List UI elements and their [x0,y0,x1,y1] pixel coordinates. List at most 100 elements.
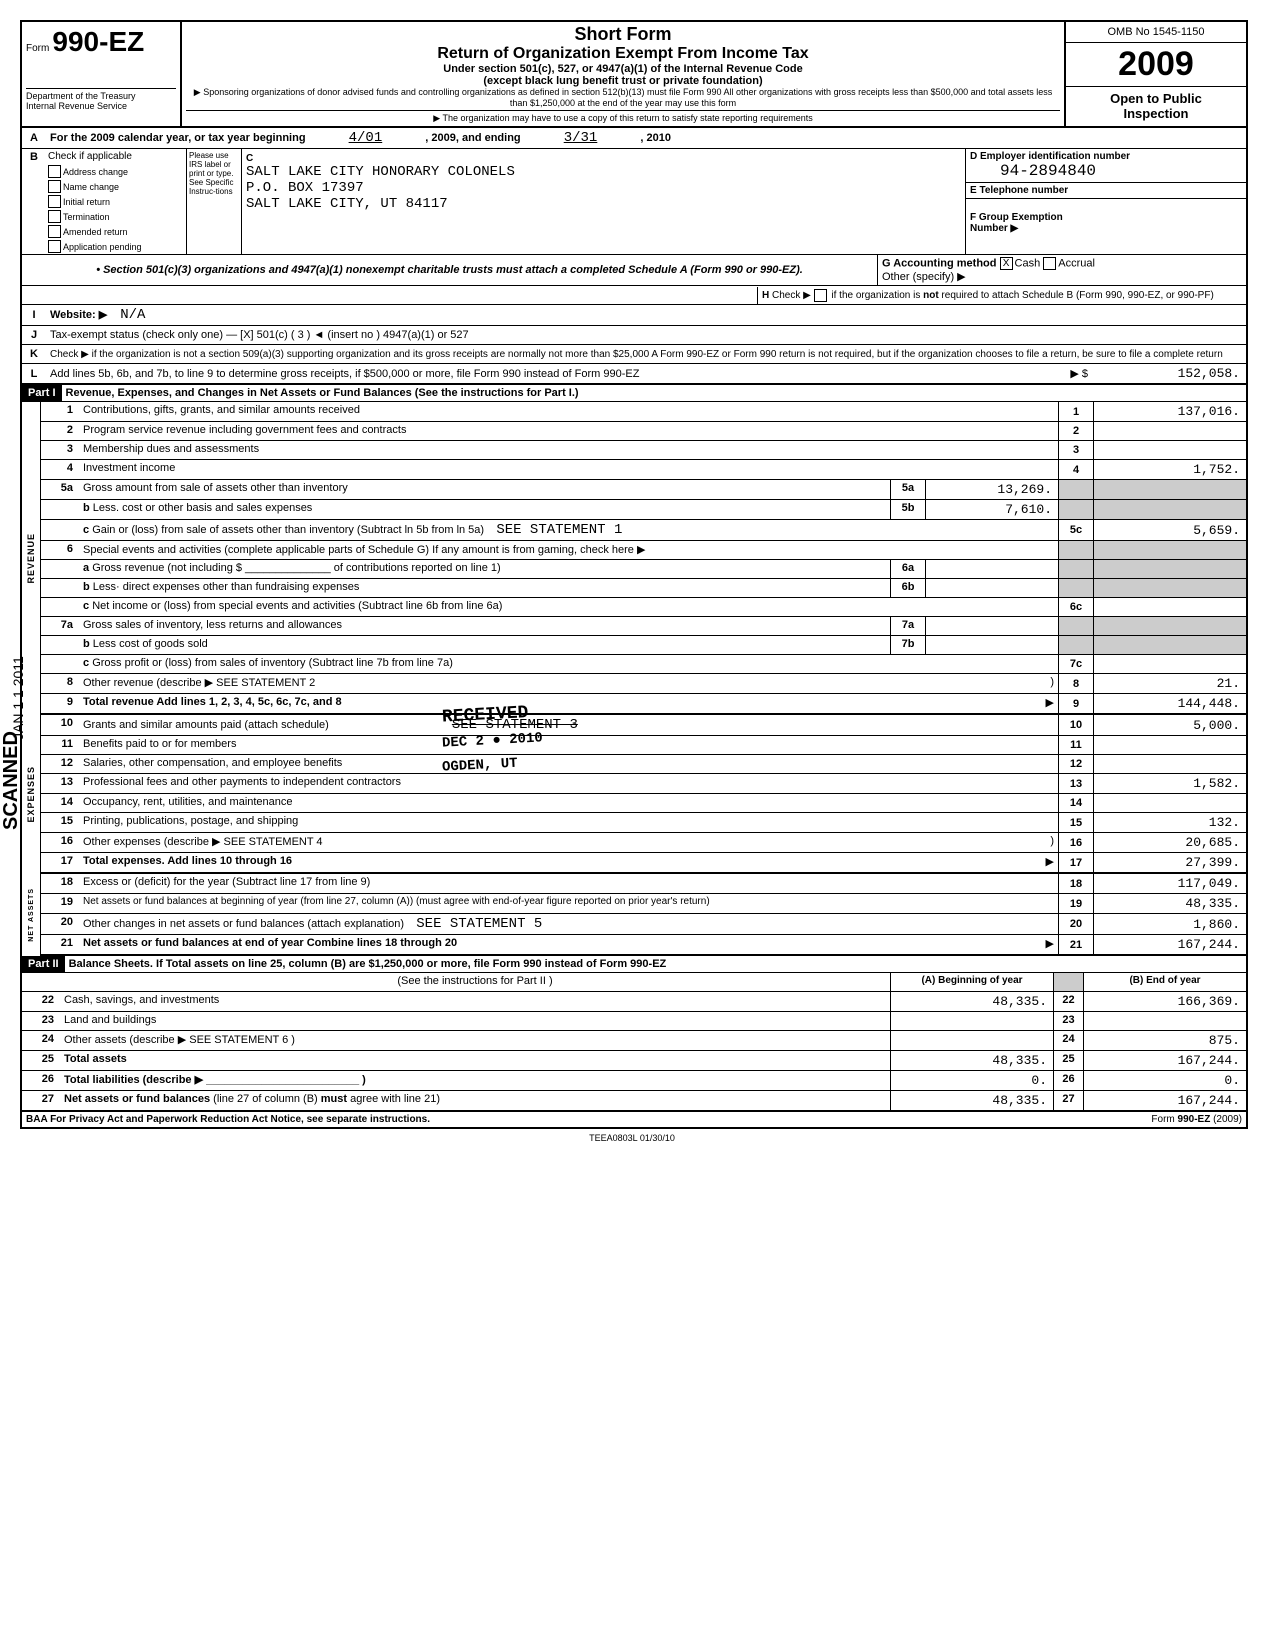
expenses-label: EXPENSES [24,764,38,825]
org-name: SALT LAKE CITY HONORARY COLONELS [246,164,961,180]
checkbox-icon[interactable] [48,165,61,178]
line-5c: c Gain or (loss) from sale of assets oth… [41,520,1246,541]
part2-cols: (See the instructions for Part II ) (A) … [22,973,1246,992]
revenue-label: REVENUE [24,531,38,586]
begin-date: 4/01 [349,130,383,146]
section-j: J Tax-exempt status (check only one) — [… [22,326,1246,345]
part1-label: Part I [22,385,62,401]
part1-header: Part I Revenue, Expenses, and Changes in… [22,385,1246,402]
netassets-block: NET ASSETS 18Excess or (deficit) for the… [22,874,1246,956]
section-e: E Telephone number [966,183,1246,199]
line-2: 2Program service revenue including gover… [41,422,1246,441]
line-27: 27Net assets or fund balances (line 27 o… [22,1091,1246,1112]
expenses-side: EXPENSES [22,715,41,874]
checkbox-accrual[interactable] [1043,257,1056,270]
line-26: 26Total liabilities (describe ▶ ________… [22,1071,1246,1091]
footer-code: TEEA0803L 01/30/10 [20,1133,1244,1143]
line-6b: b Less· direct expenses other than fundr… [41,579,1246,598]
letter-c: C [246,153,961,164]
section-a-content: For the 2009 calendar year, or tax year … [46,128,1246,148]
line-16: 16Other expenses (describe ▶ SEE STATEME… [41,833,1246,853]
check-if-applicable: Check if applicable Address change Name … [46,149,187,254]
year-label: For the 2009 calendar year, or tax year … [50,132,306,144]
section-501: • Section 501(c)(3) organizations and 49… [22,262,877,278]
line-19: 19Net assets or fund balances at beginni… [41,894,1246,914]
website-row: Website: ▶ N/A [46,305,1246,325]
section-d: D Employer identification number 94-2894… [966,149,1246,183]
checkbox-h[interactable] [814,289,827,302]
title-short: Short Form [186,24,1060,45]
line-25: 25Total assets48,335.25167,244. [22,1051,1246,1071]
expenses-block: EXPENSES 10Grants and similar amounts pa… [22,715,1246,874]
form-number: 990-EZ [52,26,144,57]
omb-number: OMB No 1545-1150 [1066,22,1246,43]
net-label: NET ASSETS [26,886,37,944]
tax-year: 2009 [1066,43,1246,86]
line-6: 6Special events and activities (complete… [41,541,1246,560]
section-g: G Accounting method XCash Accrual Other … [877,255,1246,285]
cash-label: Cash [1015,257,1041,269]
form-header: Form 990-EZ Department of the Treasury I… [22,22,1246,128]
section-a: A For the 2009 calendar year, or tax yea… [22,128,1246,149]
section-l: L Add lines 5b, 6b, and 7b, to line 9 to… [22,364,1246,385]
website-value: N/A [120,307,145,323]
section-h-row: H Check ▶ if the organization is not req… [22,286,1246,305]
section-501-g: • Section 501(c)(3) organizations and 49… [22,255,1246,286]
check-initial: Initial return [46,194,186,209]
section-b-block: B Check if applicable Address change Nam… [22,149,1246,255]
checkbox-icon[interactable] [48,225,61,238]
org-addr: P.O. BOX 17397 [246,180,961,196]
checkbox-icon[interactable] [48,210,61,223]
end-date: 3/31 [564,130,598,146]
gross-receipts: 152,058. [1094,364,1246,383]
checkbox-cash[interactable]: X [1000,257,1013,270]
revenue-block: REVENUE 1Contributions, gifts, grants, a… [22,402,1246,715]
line-22: 22Cash, savings, and investments48,335.2… [22,992,1246,1012]
header-right: OMB No 1545-1150 2009 Open to Public Ins… [1064,22,1246,126]
section-i: I Website: ▶ N/A [22,305,1246,326]
header-left: Form 990-EZ Department of the Treasury I… [22,22,182,126]
section-f: F Group Exemption Number ▶ [966,199,1246,236]
line-24: 24Other assets (describe ▶ SEE STATEMENT… [22,1031,1246,1051]
line-4: 4Investment income41,752. [41,460,1246,480]
line-17: 17Total expenses. Add lines 10 through 1… [41,853,1246,874]
spacer [22,293,757,297]
line-5a: 5aGross amount from sale of assets other… [41,480,1246,500]
section-k-text: Check ▶ if the organization is not a sec… [46,347,1246,362]
letter-j: J [22,327,46,343]
org-address-block: C SALT LAKE CITY HONORARY COLONELS P.O. … [242,149,965,254]
open-public: Open to Public Inspection [1066,86,1246,125]
part2-label: Part II [22,956,65,972]
dept-label: Department of the Treasury Internal Reve… [26,88,176,111]
g-label: G Accounting method [882,257,996,269]
line-18: 18Excess or (deficit) for the year (Subt… [41,874,1246,894]
irs-instruct: Please use IRS label or print or type. S… [187,149,242,254]
header-center: Short Form Return of Organization Exempt… [182,22,1064,126]
form-990ez: Form 990-EZ Department of the Treasury I… [20,20,1248,1129]
check-termination: Termination [46,209,186,224]
right-info: D Employer identification number 94-2894… [965,149,1246,254]
line-20: 20Other changes in net assets or fund ba… [41,914,1246,935]
other-label: Other (specify) ▶ [882,271,966,283]
letter-k: K [22,346,46,362]
line-12: 12Salaries, other compensation, and empl… [41,755,1246,774]
checkbox-icon[interactable] [48,195,61,208]
org-city: SALT LAKE CITY, UT 84117 [246,196,961,212]
mid-label: , 2009, and ending [425,132,520,144]
line-6c: c Net income or (loss) from special even… [41,598,1246,617]
end-year: , 2010 [640,132,671,144]
scanned-stamp: SCANNED [0,731,23,830]
section-k: K Check ▶ if the organization is not a s… [22,345,1246,364]
check-amended: Amended return [46,224,186,239]
footer: BAA For Privacy Act and Paperwork Reduct… [22,1112,1246,1127]
part2-title: Balance Sheets. If Total assets on line … [65,956,1246,972]
part2-header: Part II Balance Sheets. If Total assets … [22,956,1246,973]
line-6a: a Gross revenue (not including $ _______… [41,560,1246,579]
form-ref: Form 990-EZ (2009) [1151,1114,1242,1125]
section-h: H Check ▶ if the organization is not req… [757,287,1246,304]
section-l-text: Add lines 5b, 6b, and 7b, to line 9 to d… [46,366,1064,382]
subtitle1: Under section 501(c), 527, or 4947(a)(1)… [186,63,1060,75]
checkbox-icon[interactable] [48,240,61,253]
col-b-header: (B) End of year [1083,973,1246,991]
checkbox-icon[interactable] [48,180,61,193]
